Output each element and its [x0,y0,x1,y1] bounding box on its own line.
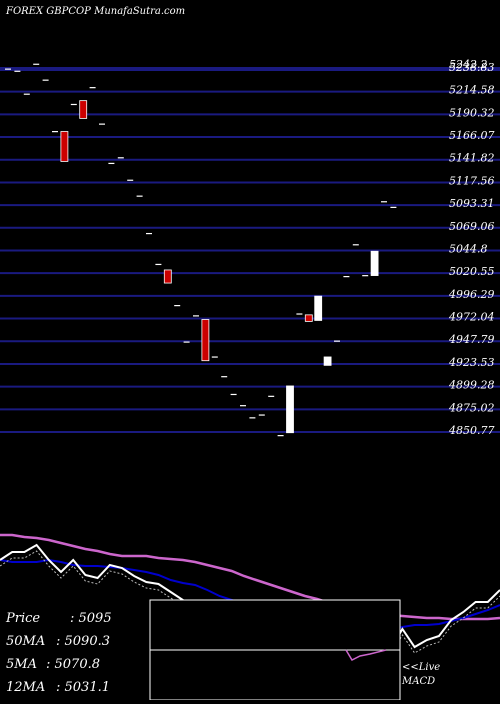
candle [370,250,379,276]
price-tick-label: 4899.28 [448,379,495,392]
price-tick-label: 5093.31 [449,197,495,210]
price-tick-label: 4923.53 [448,356,495,369]
candle [352,244,359,246]
macd-label: MACD [401,676,435,687]
ma12-info-label: 12MA [6,680,45,695]
price-tick-label: 5020.55 [449,265,495,278]
candle [286,385,294,434]
candle [108,162,115,165]
price-tick-label: 5190.32 [449,106,495,119]
candle [323,356,332,366]
candle [296,313,303,315]
candle [193,315,199,317]
ma50-line [0,533,500,621]
candle [183,341,190,343]
macd-live-label: <<Live [402,662,440,673]
candle [89,87,96,89]
candle [155,263,162,266]
candle [362,275,369,277]
ma5-line [0,550,500,687]
candlestick-series [5,63,397,437]
price-tick-label: 5166.07 [449,129,495,142]
price-tick-label: 5242.2 [449,58,488,71]
price-tick-label: 4850.77 [448,424,495,437]
candle [174,305,181,307]
candle [277,435,284,437]
candle [136,195,143,197]
candle [60,131,69,162]
candle [381,201,387,203]
candle [70,103,77,106]
price-tick-label: 5117.56 [449,174,495,187]
candle [304,314,313,322]
candle [343,276,350,278]
price-info-label: Price [5,611,40,626]
candle [127,179,134,181]
macd-signal-line [345,649,387,661]
candle [52,131,58,133]
price-tick-label: 4947.79 [448,333,495,346]
price-tick-label: 5214.58 [449,84,495,97]
candle [99,123,105,125]
candle [79,100,88,119]
candle [14,70,21,72]
price-tick-label: 5238.83 [449,61,495,74]
ma5-info-label: 5MA [6,657,37,672]
ma5-info-value: : 5070.8 [46,657,100,672]
ma50-info-label: 50MA [6,634,45,649]
ma12-info-value: : 5031.1 [56,680,110,695]
candle [42,79,49,81]
price-tick-label: 4996.29 [448,288,495,301]
candle [230,393,237,396]
candle [211,356,218,358]
candle [249,417,256,419]
candle [240,405,246,407]
price-tick-label: 5044.8 [449,243,488,256]
price-tick-label: 4875.02 [448,401,495,414]
price-tick-label: 5069.06 [449,220,495,233]
price-info-value: : 5095 [70,611,112,626]
candle [390,206,397,208]
candle [221,376,228,378]
candle [33,63,40,65]
ma50-info-value: : 5090.3 [56,634,110,649]
candle [146,232,152,235]
candle [5,68,11,70]
candle [258,414,265,416]
candle [163,269,172,284]
candle [201,319,210,362]
candle [268,395,275,397]
price-tick-label: 5141.82 [449,152,495,165]
candle [314,295,323,321]
candle [23,93,30,95]
candle [334,340,340,342]
candle [117,157,124,159]
chart-title: FOREX GBPCOP MunafaSutra.com [5,6,185,17]
price-tick-label: 4972.04 [448,311,495,324]
